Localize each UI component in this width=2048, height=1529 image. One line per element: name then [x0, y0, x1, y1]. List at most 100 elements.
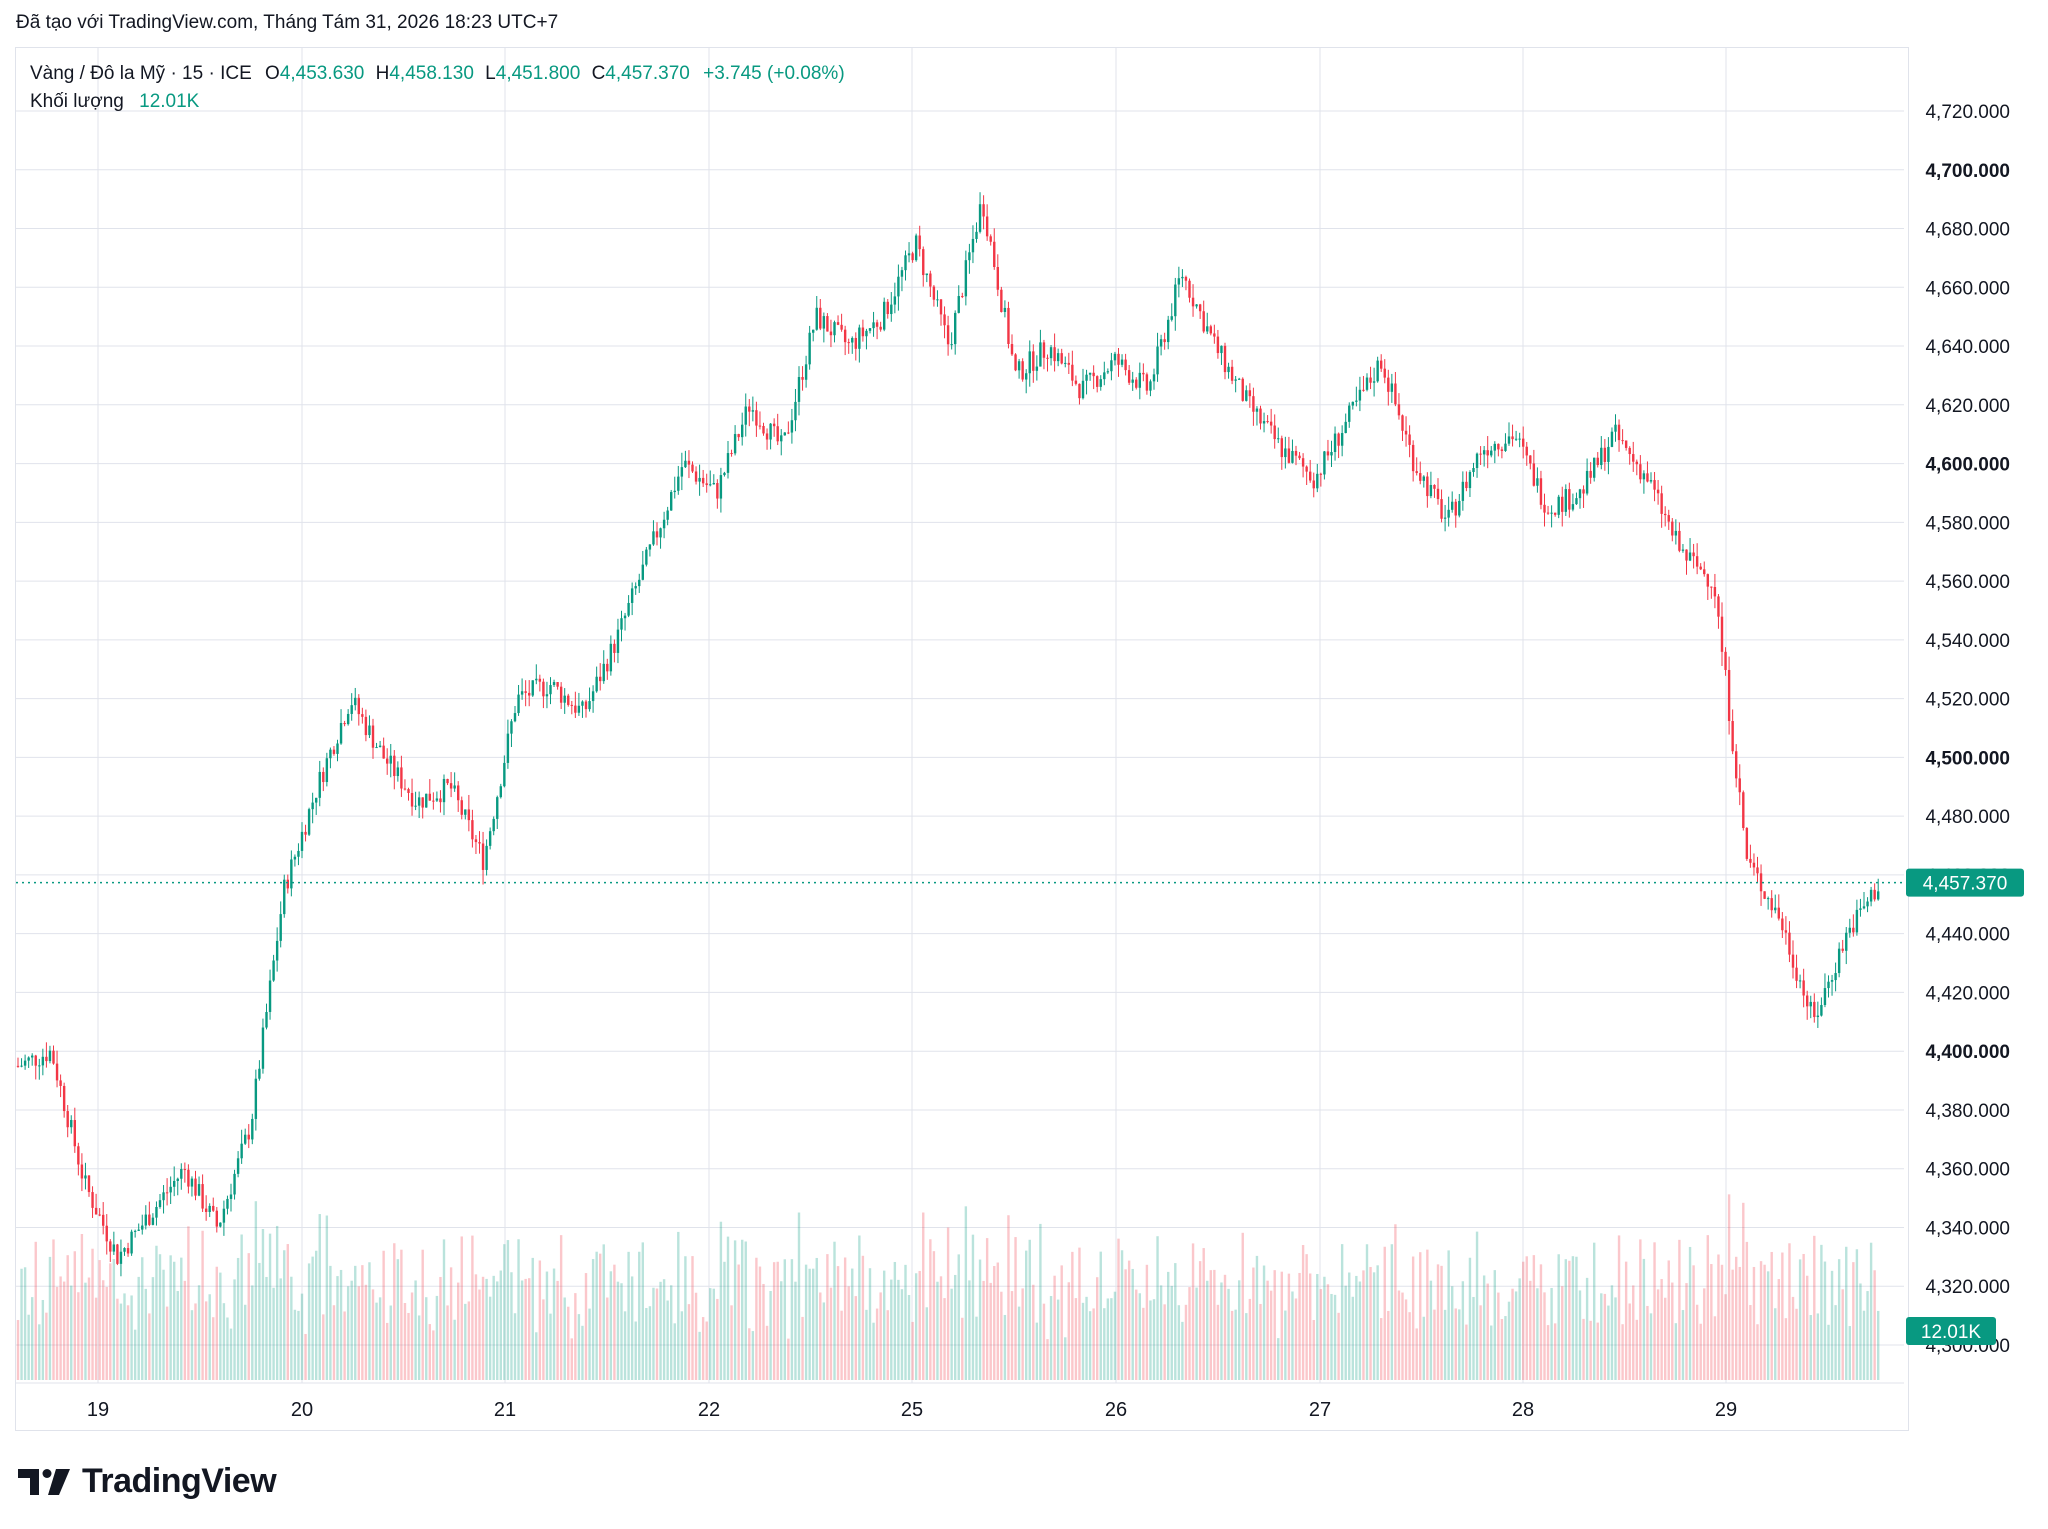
volume-bar [666, 1300, 669, 1380]
volume-bar [1859, 1283, 1862, 1380]
candle-body [971, 238, 975, 253]
candle-body [1380, 360, 1383, 369]
candle-body [1181, 276, 1184, 279]
volume-bar [1664, 1297, 1667, 1380]
candle-body [371, 725, 375, 748]
volume-bar [851, 1268, 854, 1380]
candle-body [1135, 379, 1138, 388]
volume-bar [819, 1292, 822, 1380]
candle-body [684, 460, 687, 468]
candle-body [1685, 549, 1688, 561]
candle-body [1010, 344, 1014, 355]
candle-body [66, 1111, 69, 1128]
candle-body [929, 273, 932, 287]
candle-body [1578, 489, 1582, 499]
symbol-title[interactable]: Vàng / Đô la Mỹ · 15 · ICE [30, 63, 252, 84]
volume-bar [872, 1322, 875, 1380]
x-tick-label: 22 [698, 1399, 720, 1421]
candle-body [890, 304, 893, 315]
volume-bar [151, 1277, 155, 1380]
volume-bar [1365, 1244, 1369, 1380]
candle-body [236, 1158, 240, 1174]
volume-bar [1042, 1303, 1046, 1380]
volume-bar [73, 1251, 76, 1380]
volume-bar [382, 1250, 385, 1380]
candle-body [638, 579, 641, 587]
volume-bar [464, 1303, 467, 1380]
candle-body [758, 425, 762, 427]
candle-body [446, 778, 449, 784]
volume-bar [1490, 1325, 1493, 1380]
candle-body [1096, 376, 1099, 387]
candle-body [1816, 1015, 1820, 1018]
candle-body [393, 755, 396, 777]
brand[interactable]: TradingView [18, 1462, 277, 1501]
volume-bar [1340, 1244, 1344, 1380]
volume-bar [112, 1259, 116, 1380]
candle-body [1245, 390, 1248, 401]
volume-bar [77, 1292, 80, 1380]
candle-body [538, 678, 542, 682]
volume-bar [1486, 1283, 1489, 1380]
candle-body [581, 701, 584, 706]
ohlc-legend: Vàng / Đô la Mỹ · 15 · ICE O4,453.630 H4… [30, 60, 845, 116]
volume-bar [1667, 1260, 1670, 1380]
volume-bar [723, 1261, 726, 1380]
volume-bar [1582, 1318, 1585, 1380]
candle-body [1568, 489, 1571, 510]
volume-bar [1397, 1290, 1401, 1380]
volume-bar [31, 1297, 34, 1380]
volume-bar [904, 1264, 907, 1380]
candle-body [1823, 988, 1827, 1005]
candle-body [1681, 549, 1685, 551]
candle-body [985, 216, 989, 237]
x-tick-label: 26 [1105, 1399, 1127, 1421]
candle-body [1046, 357, 1049, 359]
volume-bar [1575, 1256, 1578, 1380]
candle-body [1766, 898, 1770, 900]
candle-body [1025, 373, 1028, 380]
y-tick-label: 4,500.000 [1925, 748, 2010, 769]
candle-body [1170, 316, 1173, 320]
volume-bar [648, 1306, 652, 1380]
volume-bar [52, 1239, 55, 1380]
volume-bar [567, 1306, 570, 1380]
volume-bar [1809, 1315, 1812, 1380]
candle-body [613, 643, 616, 653]
volume-bar [1813, 1235, 1816, 1380]
candle-body [1781, 918, 1784, 931]
candle-body [1259, 408, 1262, 424]
volume-bar [368, 1262, 371, 1380]
volume-bar [378, 1297, 382, 1380]
volume-bar [1213, 1269, 1216, 1380]
candle-body [829, 331, 833, 336]
volume-bar [272, 1287, 275, 1380]
candle-body [1468, 472, 1472, 489]
candle-body [1326, 451, 1330, 456]
volume-bar [180, 1257, 183, 1380]
volume-bar [1759, 1261, 1763, 1380]
volume-bar [1837, 1259, 1841, 1380]
candle-body [673, 490, 676, 493]
volume-bar [861, 1255, 865, 1380]
volume-bar [1085, 1296, 1088, 1380]
volume-bar [343, 1311, 346, 1380]
candle-body [932, 286, 936, 300]
open-label: O [265, 63, 280, 84]
candle-body [1628, 447, 1631, 455]
candle-body [1355, 400, 1358, 402]
volume-bar [545, 1271, 549, 1380]
candle-body [471, 820, 474, 840]
candle-body [858, 327, 861, 349]
candle-body [907, 253, 911, 256]
volume-bar [1735, 1256, 1738, 1380]
candle-body [883, 301, 886, 330]
candle-body [1841, 948, 1844, 951]
volume-bar [1877, 1310, 1880, 1380]
candle-body [1827, 981, 1830, 989]
candle-body [1511, 436, 1514, 440]
volume-bar [496, 1281, 499, 1380]
volume-bar [1518, 1278, 1521, 1380]
volume-bar [1028, 1239, 1031, 1380]
